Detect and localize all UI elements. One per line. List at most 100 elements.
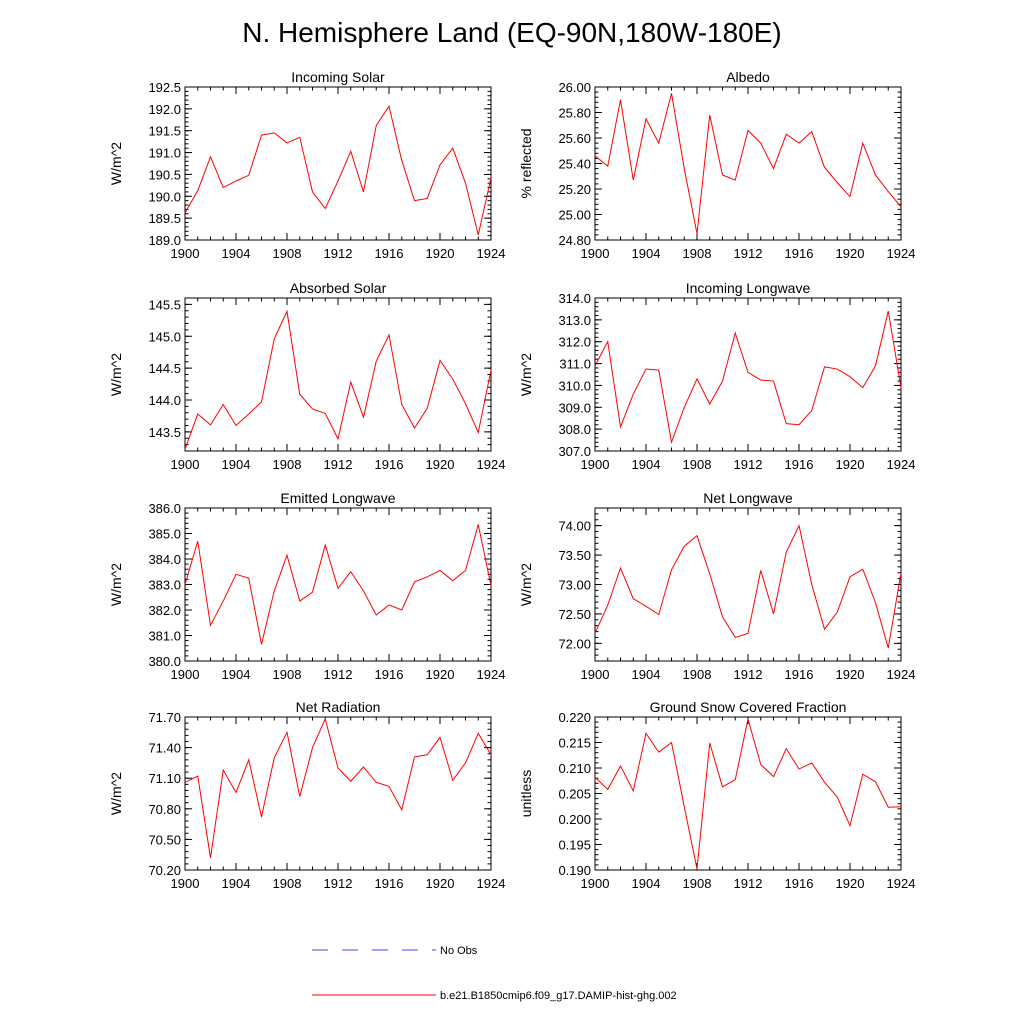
- y-tick-label: 189.0: [148, 233, 181, 248]
- x-tick-label: 1920: [426, 457, 455, 472]
- x-tick-label: 1900: [581, 457, 610, 472]
- y-tick-label: 145.5: [148, 297, 181, 312]
- x-tick-label: 1916: [785, 457, 814, 472]
- chart-panel-4: Emitted Longwave W/m^2 1900 1904 1908 1912 191…: [108, 490, 505, 682]
- series-line-0: [184, 524, 492, 645]
- x-tick-label: 1912: [734, 876, 763, 891]
- y-axis-label: W/m^2: [108, 772, 124, 815]
- x-tick-label: 1924: [477, 246, 506, 261]
- plot-frame: [184, 297, 492, 452]
- x-tick-label: 1916: [785, 246, 814, 261]
- y-axis-label: W/m^2: [108, 563, 124, 606]
- legend: No Obs b.e21.B1850cmip6.f09_g17.DAMIP-hi…: [312, 945, 677, 1002]
- x-tick-label: 1912: [734, 667, 763, 682]
- y-tick-label: 0.210: [558, 761, 591, 776]
- chart-panel-0: Incoming Solar W/m^2 1900 1904 1908 1912 1916 1…: [108, 69, 505, 261]
- x-tick-label: 1924: [477, 876, 506, 891]
- x-tick-label: 1920: [426, 667, 455, 682]
- x-tick-label: 1912: [324, 667, 353, 682]
- x-tick-label: 1924: [887, 667, 916, 682]
- y-tick-label: 72.00: [558, 636, 591, 651]
- panels-group: Incoming Solar W/m^2 1900 1904 1908 1912 1916 1…: [108, 69, 915, 891]
- x-tick-label: 1924: [887, 246, 916, 261]
- y-tick-label: 71.10: [148, 771, 181, 786]
- plot-frame: [594, 86, 902, 241]
- x-tick-label: 1924: [477, 457, 506, 472]
- chart-panel-6: Net Radiation W/m^2 1900 1904 1908 1912 1916 19…: [108, 699, 505, 891]
- x-tick-label: 1916: [785, 876, 814, 891]
- x-tick-label: 1900: [581, 246, 610, 261]
- chart-panel-2: Absorbed Solar W/m^2 1900 1904 1908 1912 1916 1…: [108, 280, 505, 472]
- x-tick-label: 1912: [734, 246, 763, 261]
- x-tick-label: 1912: [324, 246, 353, 261]
- y-axis-label: unitless: [518, 770, 534, 817]
- chart-panel-1: Albedo % reflected 1900 1904 1908 1912 1916 192…: [518, 69, 915, 261]
- x-tick-label: 1920: [836, 667, 865, 682]
- x-tick-label: 1908: [273, 246, 302, 261]
- y-tick-label: 143.5: [148, 425, 181, 440]
- y-tick-label: 191.5: [148, 124, 181, 139]
- series-line-0: [594, 524, 902, 649]
- series-line-0: [594, 718, 902, 870]
- y-tick-label: 25.20: [558, 182, 591, 197]
- y-tick-label: 25.00: [558, 208, 591, 223]
- x-tick-label: 1900: [581, 667, 610, 682]
- page-title: N. Hemisphere Land (EQ-90N,180W-180E): [242, 17, 782, 48]
- series-line-0: [184, 104, 492, 235]
- y-tick-label: 0.195: [558, 838, 591, 853]
- y-tick-label: 311.0: [559, 357, 591, 372]
- y-tick-label: 308.0: [558, 422, 591, 437]
- y-tick-label: 71.40: [148, 741, 181, 756]
- x-tick-label: 1916: [375, 246, 404, 261]
- x-tick-label: 1924: [477, 667, 506, 682]
- x-tick-label: 1900: [171, 246, 200, 261]
- y-tick-label: 71.70: [148, 710, 181, 725]
- y-tick-label: 310.0: [558, 378, 591, 393]
- y-tick-label: 309.0: [558, 400, 591, 415]
- y-tick-label: 25.40: [558, 157, 591, 172]
- y-tick-label: 0.215: [558, 736, 591, 751]
- x-tick-label: 1916: [785, 667, 814, 682]
- x-tick-label: 1924: [887, 457, 916, 472]
- x-tick-label: 1916: [375, 876, 404, 891]
- y-tick-label: 314.0: [558, 291, 591, 306]
- x-tick-label: 1912: [324, 876, 353, 891]
- x-tick-label: 1904: [632, 876, 661, 891]
- y-tick-label: 25.60: [558, 131, 591, 146]
- x-tick-label: 1920: [426, 246, 455, 261]
- y-tick-label: 70.50: [148, 832, 181, 847]
- y-tick-label: 191.0: [148, 146, 181, 161]
- chart-panel-7: Ground Snow Covered Fraction unitless 1900…: [518, 699, 915, 891]
- chart-title: Incoming Solar: [291, 69, 385, 85]
- x-tick-label: 1920: [836, 246, 865, 261]
- chart-title: Incoming Longwave: [686, 280, 811, 296]
- y-tick-label: 383.0: [148, 578, 181, 593]
- x-tick-label: 1908: [683, 246, 712, 261]
- legend-model-label: b.e21.B1850cmip6.f09_g17.DAMIP-hist-ghg.…: [440, 990, 677, 1002]
- y-tick-label: 72.50: [558, 607, 591, 622]
- y-tick-label: 25.80: [558, 106, 591, 121]
- y-tick-label: 74.00: [558, 519, 591, 534]
- y-tick-label: 0.220: [558, 710, 591, 725]
- y-tick-label: 0.200: [558, 812, 591, 827]
- x-tick-label: 1908: [273, 457, 302, 472]
- y-tick-label: 145.0: [148, 329, 181, 344]
- y-tick-label: 312.0: [558, 335, 591, 350]
- y-axis-label: W/m^2: [518, 563, 534, 606]
- y-tick-label: 307.0: [558, 444, 591, 459]
- plot-frame: [184, 716, 492, 871]
- y-axis-label: W/m^2: [108, 353, 124, 396]
- chart-title: Absorbed Solar: [290, 280, 387, 296]
- x-tick-label: 1900: [581, 876, 610, 891]
- y-tick-label: 189.5: [148, 211, 181, 226]
- y-tick-label: 313.0: [558, 313, 591, 328]
- chart-title: Emitted Longwave: [280, 490, 395, 506]
- plot-frame: [594, 507, 902, 662]
- plot-frame: [594, 297, 902, 452]
- y-axis-label: % reflected: [518, 128, 534, 198]
- x-tick-label: 1908: [683, 876, 712, 891]
- x-tick-label: 1912: [324, 457, 353, 472]
- x-tick-label: 1916: [375, 667, 404, 682]
- plot-frame: [184, 86, 492, 241]
- y-tick-label: 192.0: [148, 102, 181, 117]
